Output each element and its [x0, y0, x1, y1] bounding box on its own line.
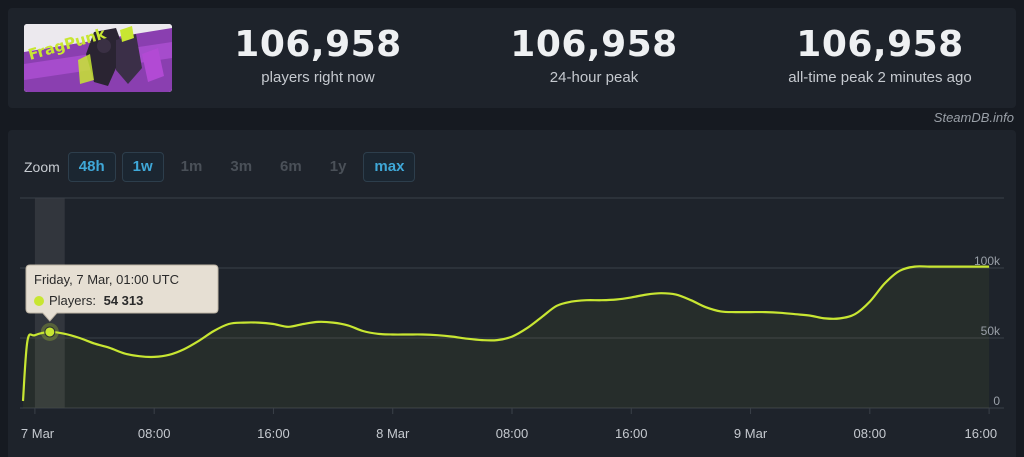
- stat-all-time-peak: 106,958 all-time peak 2 minutes ago: [748, 22, 1012, 88]
- stat-value: 106,958: [796, 24, 964, 65]
- player-count-chart[interactable]: 0 50k 100k 7 Mar 08:00 16:00 8 Mar 08:00 16:00 9…: [8, 130, 1016, 457]
- game-thumbnail[interactable]: FragPunk: [24, 24, 172, 92]
- stat-label: 24-hour peak: [549, 69, 639, 86]
- stat-label: all-time peak 2 minutes ago: [788, 69, 972, 86]
- zoom-label: Zoom: [24, 159, 60, 175]
- x-tick-label: 16:00: [965, 426, 998, 441]
- tooltip-series-value: 54 313: [104, 293, 144, 308]
- steamdb-credit[interactable]: SteamDB.info: [933, 110, 1014, 125]
- x-tick-label: 08:00: [854, 426, 887, 441]
- series-line-players: [21, 265, 990, 402]
- zoom-1y-button[interactable]: 1y: [329, 158, 347, 175]
- chart-panel: Zoom 48h 1w 1m 3m 6m 1y max 0 50k 100k 7 M…: [8, 130, 1016, 457]
- zoom-controls: Zoom 48h 1w 1m 3m 6m 1y max: [24, 152, 416, 182]
- x-axis-ticks: 7 Mar 08:00 16:00 8 Mar 08:00 16:00 9 Mar 08:00…: [21, 426, 997, 441]
- stat-label: players right now: [261, 69, 375, 86]
- chart-line-layer: [21, 265, 990, 402]
- game-art-image: FragPunk: [24, 24, 172, 92]
- hover-marker: [44, 326, 56, 338]
- stat-24h-peak: 106,958 24-hour peak: [484, 22, 704, 88]
- zoom-max-button[interactable]: max: [363, 152, 416, 182]
- tooltip-series-dot: [34, 296, 44, 306]
- chart-area: [22, 266, 990, 408]
- hover-marker-layer: [40, 322, 59, 341]
- zoom-1w-button[interactable]: 1w: [121, 152, 164, 182]
- zoom-3m-button[interactable]: 3m: [230, 158, 253, 175]
- x-tick-label: 9 Mar: [734, 426, 768, 441]
- x-tick-label: 16:00: [615, 426, 648, 441]
- y-tick-label: 100k: [974, 254, 1001, 268]
- chart-tooltip: Friday, 7 Mar, 01:00 UTC Players: 54 313: [25, 264, 219, 322]
- tooltip-box: [25, 264, 219, 322]
- stat-value: 106,958: [234, 24, 402, 65]
- x-tick-label: 8 Mar: [376, 426, 410, 441]
- tooltip-series-line: Players: 54 313: [49, 293, 143, 308]
- stat-players-now: 106,958 players right now: [208, 22, 428, 88]
- x-tick-label: 7 Mar: [21, 426, 55, 441]
- y-tick-label: 50k: [981, 324, 1001, 338]
- series-area-fill: [22, 266, 990, 408]
- stats-bar: FragPunk 106,958 players right now 106,9…: [8, 8, 1016, 108]
- x-tick-label: 08:00: [138, 426, 171, 441]
- y-tick-label: 0: [993, 394, 1000, 408]
- x-tick-label: 16:00: [257, 426, 290, 441]
- tooltip-series-label: Players:: [49, 293, 96, 308]
- stat-value: 106,958: [510, 24, 678, 65]
- zoom-1m-button[interactable]: 1m: [180, 158, 203, 175]
- zoom-48h-button[interactable]: 48h: [67, 152, 116, 182]
- tooltip-title: Friday, 7 Mar, 01:00 UTC: [34, 272, 179, 287]
- y-axis-ticks: 0 50k 100k: [974, 254, 1001, 408]
- zoom-6m-button[interactable]: 6m: [280, 158, 302, 175]
- x-tick-label: 08:00: [496, 426, 529, 441]
